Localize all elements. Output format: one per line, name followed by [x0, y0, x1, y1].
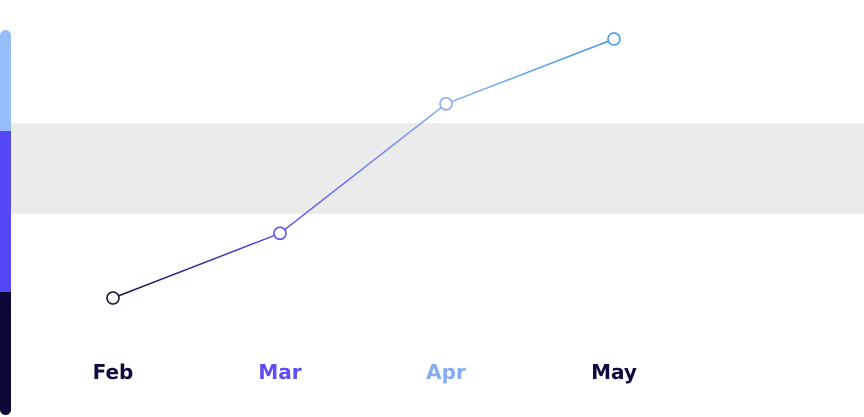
highlight-band — [0, 123, 864, 214]
line-segment-feb-mar — [112, 232, 281, 299]
color-scale-segment-2 — [0, 131, 11, 292]
x-axis-labels: Feb Mar Apr May — [93, 360, 637, 384]
data-point-apr — [439, 97, 453, 111]
x-tick-label-mar: Mar — [258, 360, 301, 384]
line-segment-mar-apr — [279, 103, 447, 234]
data-point-may — [607, 32, 621, 46]
series-points — [106, 32, 621, 305]
data-point-feb — [106, 291, 120, 305]
color-scale-bar — [0, 30, 11, 415]
color-scale-segment-3 — [0, 292, 11, 415]
line-segment-apr-may — [445, 38, 615, 105]
data-point-mar — [273, 226, 287, 241]
color-scale-segment-1 — [0, 30, 11, 131]
series-lines — [112, 38, 615, 299]
x-tick-label-may: May — [591, 360, 637, 384]
x-tick-label-feb: Feb — [93, 360, 134, 384]
highlight-band-layer — [0, 123, 864, 214]
x-tick-label-apr: Apr — [426, 360, 466, 384]
